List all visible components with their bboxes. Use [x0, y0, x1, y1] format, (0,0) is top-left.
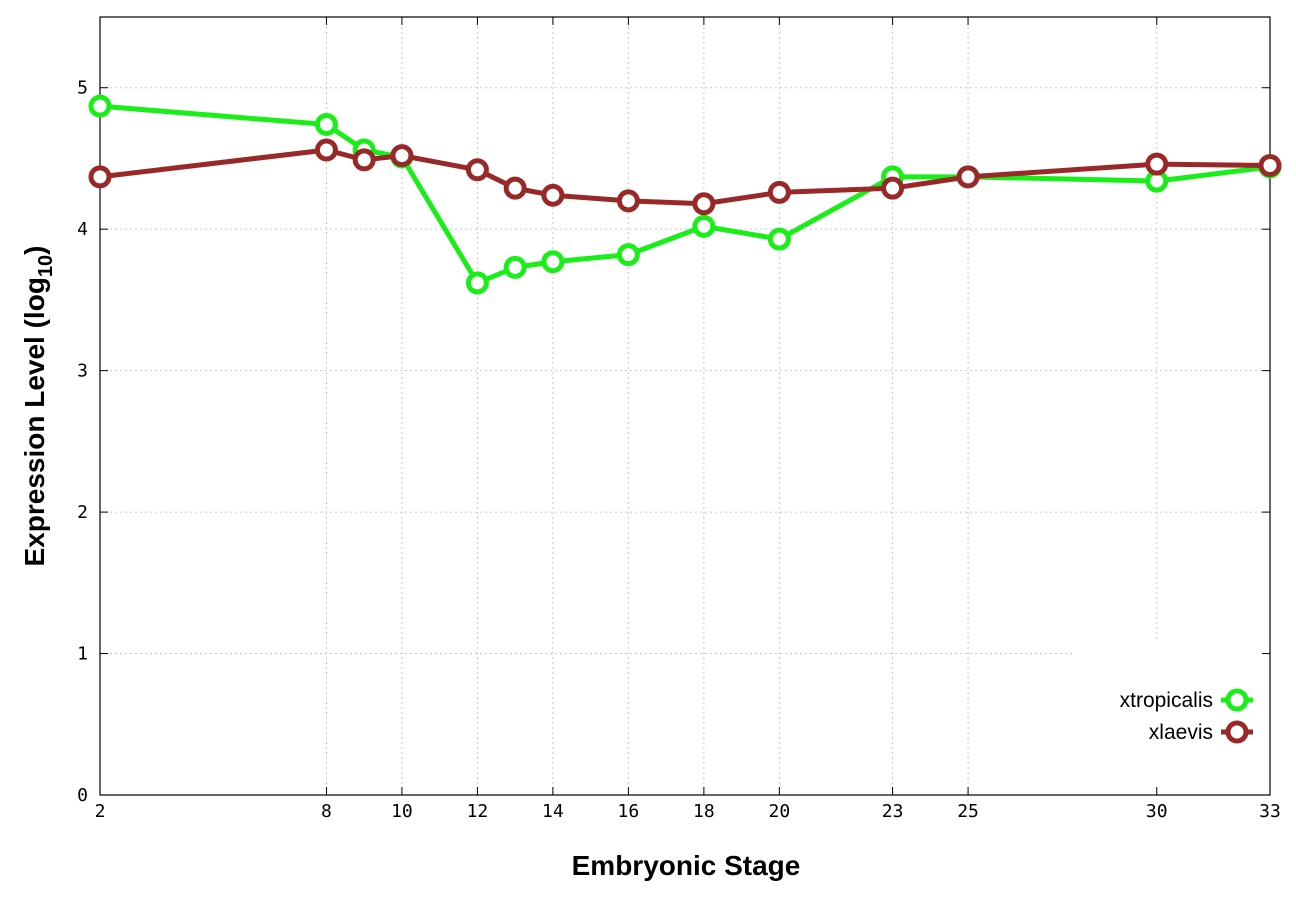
x-tick-label: 20 — [769, 801, 791, 822]
series-group — [88, 94, 1282, 295]
x-tick-label: 10 — [391, 801, 413, 822]
y-tick-label: 4 — [77, 219, 88, 240]
data-point-xlaevis — [956, 165, 980, 189]
y-tick-label: 5 — [77, 78, 88, 99]
data-point-xtropicalis — [767, 227, 791, 251]
x-tick-label: 16 — [618, 801, 640, 822]
grid-lines — [100, 17, 1270, 795]
x-tick-label: 30 — [1146, 801, 1168, 822]
data-point-xtropicalis — [692, 214, 716, 238]
x-tick-label: 8 — [321, 801, 332, 822]
series-line-xlaevis — [97, 147, 1273, 207]
x-tick-label: 18 — [693, 801, 715, 822]
data-point-xlaevis — [1145, 152, 1169, 176]
data-point-xlaevis — [692, 192, 716, 216]
data-point-xlaevis — [616, 189, 640, 213]
data-point-xtropicalis — [314, 113, 338, 137]
series-line-xtropicalis — [97, 103, 1273, 286]
data-point-xlaevis — [881, 176, 905, 200]
legend-marker-xlaevis — [1225, 720, 1249, 744]
legend-label-xlaevis: xlaevis — [1149, 721, 1213, 744]
y-axis-title-subscript: 10 — [35, 255, 57, 277]
y-tick-label: 0 — [77, 785, 88, 806]
x-tick-label: 25 — [957, 801, 979, 822]
legend-marker-xtropicalis — [1225, 688, 1249, 712]
x-tick-label: 12 — [467, 801, 489, 822]
data-point-xlaevis — [390, 144, 414, 168]
data-point-xlaevis — [314, 138, 338, 162]
data-point-xlaevis — [541, 183, 565, 207]
y-axis-title-close: ) — [19, 246, 50, 255]
plot-area-border — [99, 16, 1271, 796]
y-axis-title: Expression Level (log10) — [19, 246, 57, 567]
data-point-xlaevis — [503, 176, 527, 200]
data-point-xtropicalis — [465, 271, 489, 295]
data-point-xlaevis — [352, 148, 376, 172]
x-tick-label: 2 — [95, 801, 106, 822]
data-point-xtropicalis — [541, 250, 565, 274]
data-point-xlaevis — [465, 158, 489, 182]
legend-label-xtropicalis: xtropicalis — [1120, 689, 1213, 712]
data-point-xlaevis — [1258, 154, 1282, 178]
y-tick-label: 3 — [77, 361, 88, 382]
data-point-xlaevis — [88, 165, 112, 189]
x-tick-label: 23 — [882, 801, 904, 822]
x-tick-label: 14 — [542, 801, 564, 822]
data-point-xtropicalis — [503, 255, 527, 279]
legend: xtropicalis xlaevis — [1120, 688, 1253, 744]
x-axis-title: Embryonic Stage — [572, 850, 801, 881]
y-tick-label: 2 — [77, 502, 88, 523]
data-point-xlaevis — [767, 180, 791, 204]
data-point-xtropicalis — [88, 94, 112, 118]
y-axis-title-main: Expression Level (log — [19, 277, 50, 566]
y-tick-label: 1 — [77, 644, 88, 665]
data-point-xtropicalis — [616, 243, 640, 267]
x-tick-label: 33 — [1259, 801, 1281, 822]
